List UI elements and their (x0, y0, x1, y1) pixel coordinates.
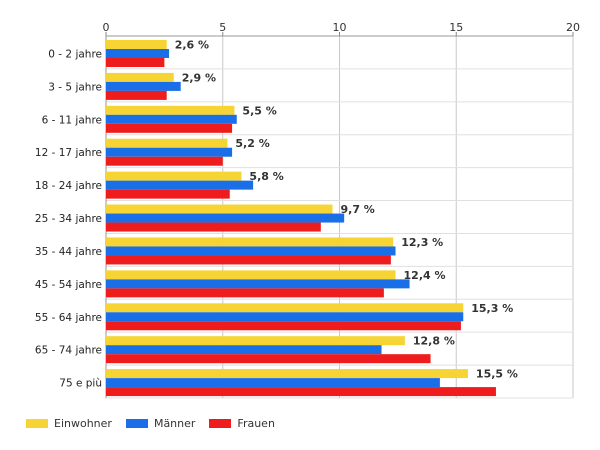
bar-2-10 (106, 387, 496, 397)
legend-label-maenner: Männer (153, 417, 196, 430)
bar-2-1 (106, 90, 167, 100)
legend-swatch-maenner (125, 419, 148, 428)
bar-1-10 (106, 378, 440, 388)
data-label-8: 15,3 % (471, 302, 513, 315)
legend-label-einwohner: Einwohner (54, 417, 112, 430)
x-axis-ticks: 0 5 10 15 20 (103, 21, 580, 36)
bar-2-8 (106, 321, 461, 331)
legend-item-einwohner: Einwohner (26, 417, 112, 430)
bar-0-8 (106, 303, 464, 313)
data-label-6: 12,3 % (401, 236, 443, 249)
category-label-3: 12 - 17 jahre (35, 147, 102, 159)
bar-2-9 (106, 354, 431, 364)
bar-0-2 (106, 105, 235, 115)
bar-0-5 (106, 204, 333, 214)
data-label-1: 2,9 % (182, 71, 216, 84)
bar-2-3 (106, 156, 223, 166)
category-label-9: 65 - 74 jahre (35, 345, 102, 357)
bar-1-9 (106, 345, 382, 355)
bar-1-5 (106, 213, 345, 223)
category-label-6: 35 - 44 jahre (35, 246, 102, 258)
bar-2-2 (106, 123, 233, 133)
bar-1-7 (106, 279, 410, 289)
category-label-8: 55 - 64 jahre (35, 312, 102, 324)
bar-0-1 (106, 72, 174, 82)
x-tick-label-3: 15 (449, 21, 463, 34)
legend-swatch-einwohner (26, 419, 48, 428)
x-tick-label-0: 0 (103, 21, 110, 34)
bar-0-4 (106, 171, 242, 181)
bar-2-5 (106, 222, 321, 232)
bar-1-6 (106, 246, 396, 256)
data-label-0: 2,6 % (175, 39, 209, 52)
bar-0-3 (106, 138, 228, 148)
data-label-7: 12,4 % (404, 269, 446, 282)
bar-0-9 (106, 336, 405, 346)
category-label-10: 75 e più (59, 378, 102, 390)
category-label-7: 45 - 54 jahre (35, 279, 102, 291)
category-labels: 0 - 2 jahre 3 - 5 jahre 6 - 11 jahre 12 - 1… (35, 49, 102, 390)
data-label-3: 5,2 % (235, 137, 269, 150)
legend-item-frauen: Frauen (209, 417, 275, 430)
category-label-2: 6 - 11 jahre (42, 114, 102, 126)
bar-2-0 (106, 58, 165, 67)
x-tick-label-4: 20 (566, 21, 580, 34)
bar-1-8 (106, 312, 464, 322)
bar-2-6 (106, 255, 391, 265)
data-label-5: 9,7 % (340, 203, 374, 216)
bar-1-1 (106, 81, 181, 91)
legend-swatch-frauen (209, 419, 232, 428)
bar-1-2 (106, 114, 237, 124)
bar-1-3 (106, 147, 233, 157)
legend: Einwohner Männer Frauen (26, 417, 275, 430)
legend-item-maenner: Männer (125, 417, 196, 430)
category-label-5: 25 - 34 jahre (35, 213, 102, 225)
category-label-1: 3 - 5 jahre (48, 81, 102, 93)
bar-0-6 (106, 237, 394, 247)
category-label-0: 0 - 2 jahre (48, 49, 102, 61)
bar-0-0 (106, 40, 167, 49)
bars (106, 40, 496, 397)
data-label-10: 15,5 % (476, 368, 518, 381)
data-label-4: 5,8 % (249, 170, 283, 183)
bar-1-0 (106, 49, 170, 58)
bar-0-7 (106, 270, 396, 280)
data-label-9: 12,8 % (413, 335, 455, 348)
bar-2-7 (106, 288, 384, 298)
x-tick-label-1: 5 (219, 21, 226, 34)
data-label-2: 5,5 % (242, 104, 276, 117)
bar-2-4 (106, 189, 230, 199)
x-tick-label-2: 10 (333, 21, 347, 34)
bar-1-4 (106, 180, 254, 190)
legend-label-frauen: Frauen (237, 417, 275, 430)
category-label-4: 18 - 24 jahre (35, 180, 102, 192)
data-labels: 2,6 % 2,9 % 5,5 % 5,2 % 5,8 % 9,7 % 12,3 % 12,4… (175, 39, 518, 381)
bar-0-10 (106, 369, 468, 379)
